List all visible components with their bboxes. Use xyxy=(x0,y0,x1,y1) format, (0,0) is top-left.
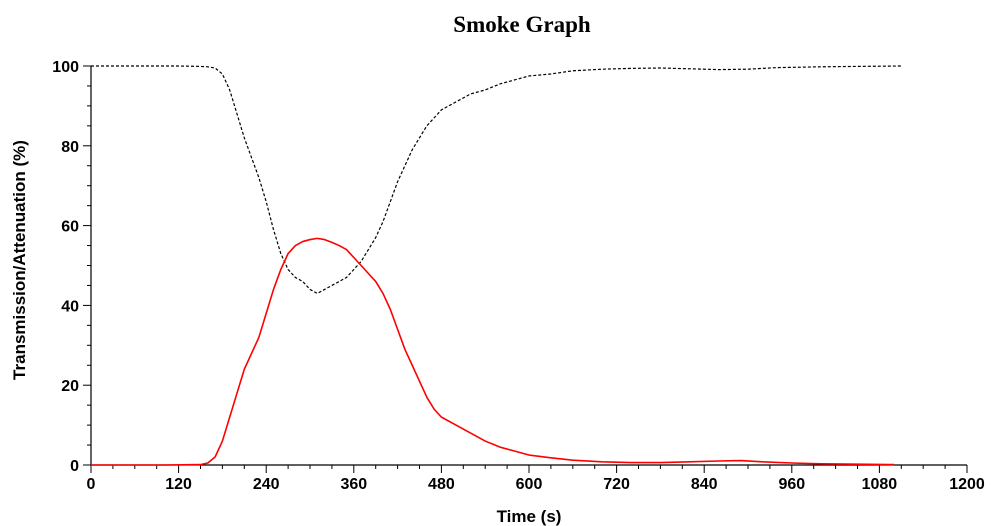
y-tick-label: 80 xyxy=(61,139,79,156)
x-tick-label: 1080 xyxy=(862,476,898,493)
y-tick-label: 60 xyxy=(61,219,79,236)
y-tick-label: 0 xyxy=(70,458,79,475)
x-tick-label: 960 xyxy=(778,476,805,493)
chart-title: Smoke Graph xyxy=(453,12,591,37)
series-layer xyxy=(91,65,902,466)
x-tick-label: 840 xyxy=(691,476,718,493)
x-axis-label: Time (s) xyxy=(497,507,562,526)
x-tick-label: 1200 xyxy=(949,476,985,493)
attenuation-series-line xyxy=(91,237,895,466)
y-tick-label: 40 xyxy=(61,298,79,315)
transmission-series-line xyxy=(91,65,902,295)
x-tick-label: 120 xyxy=(165,476,192,493)
x-tick-label: 600 xyxy=(516,476,543,493)
ticks-layer: 0 120 240 360 480 600 720 840 960 1080 1200 0 20 40 60… xyxy=(52,59,985,493)
y-tick-label: 100 xyxy=(52,59,79,76)
x-tick-label: 360 xyxy=(340,476,367,493)
y-tick-label: 20 xyxy=(61,378,79,395)
x-tick-label: 0 xyxy=(87,476,96,493)
x-tick-label: 240 xyxy=(253,476,280,493)
x-tick-label: 480 xyxy=(428,476,455,493)
y-axis-label: Transmission/Attenuation (%) xyxy=(10,140,29,380)
x-tick-label: 720 xyxy=(603,476,630,493)
